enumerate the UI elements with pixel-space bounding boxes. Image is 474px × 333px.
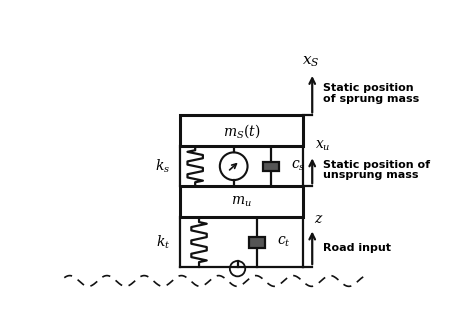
Bar [180, 186, 303, 217]
Bar [263, 162, 279, 171]
Text: $c_t$: $c_t$ [277, 235, 291, 249]
Text: $m_S(t)$: $m_S(t)$ [223, 122, 260, 140]
Text: $x_u$: $x_u$ [315, 139, 331, 153]
Text: $k_s$: $k_s$ [155, 158, 170, 175]
Text: $k_t$: $k_t$ [155, 233, 170, 251]
Text: of sprung mass: of sprung mass [323, 94, 419, 104]
Text: $m_u$: $m_u$ [231, 194, 252, 209]
Text: $u$: $u$ [238, 183, 247, 196]
Text: Road input: Road input [323, 243, 391, 253]
Bar [180, 116, 303, 146]
Text: unsprung mass: unsprung mass [323, 170, 419, 180]
Text: $c_s$: $c_s$ [291, 159, 305, 173]
Text: $z$: $z$ [314, 212, 323, 226]
Text: Static position of: Static position of [323, 160, 430, 170]
Bar [249, 237, 265, 248]
Text: $x_S$: $x_S$ [302, 54, 319, 69]
Text: Static position: Static position [323, 83, 414, 93]
